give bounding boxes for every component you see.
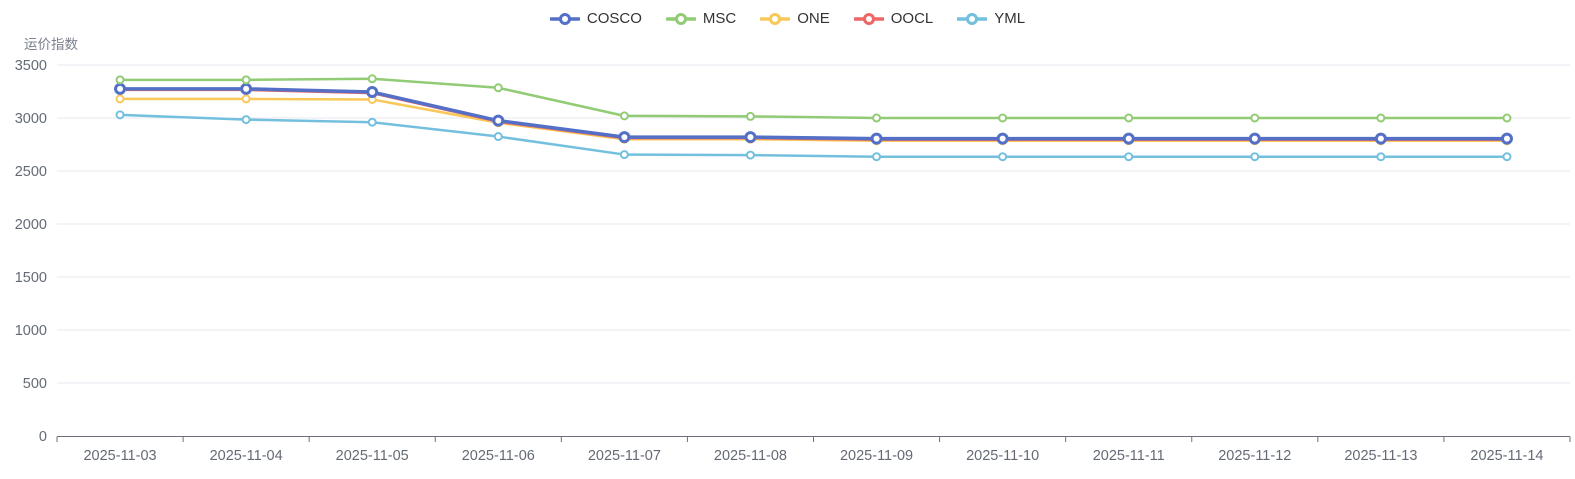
data-point-msc[interactable]: [1250, 113, 1260, 123]
data-point-msc[interactable]: [115, 75, 125, 85]
x-axis-tick-label: 2025-11-11: [1093, 448, 1165, 464]
data-point-yml[interactable]: [367, 117, 377, 127]
series-line-msc: [118, 77, 1509, 120]
y-axis-tick-label: 1500: [15, 270, 47, 286]
data-point-cosco[interactable]: [1248, 132, 1261, 145]
data-point-cosco[interactable]: [114, 82, 127, 95]
data-point-yml[interactable]: [1124, 152, 1134, 162]
legend-label: MSC: [702, 10, 737, 27]
y-axis-tick-label: 0: [39, 429, 47, 445]
series-msc: [115, 74, 1512, 123]
legend-marker-icon: [957, 12, 988, 25]
data-point-yml[interactable]: [1502, 152, 1512, 162]
legend-marker-icon: [549, 12, 580, 25]
legend-label: ONE: [797, 10, 830, 27]
series-line-one: [118, 97, 1509, 143]
data-point-cosco[interactable]: [618, 131, 631, 144]
series-line-yml: [118, 113, 1509, 158]
x-axis-tick-label: 2025-11-06: [462, 448, 535, 464]
data-point-cosco[interactable]: [1500, 132, 1513, 145]
series-cosco: [114, 82, 1513, 145]
data-point-msc[interactable]: [1376, 113, 1386, 123]
x-axis-tick-label: 2025-11-04: [210, 448, 283, 464]
legend-item-cosco[interactable]: COSCO: [543, 10, 649, 27]
legend-marker-icon: [853, 12, 884, 25]
data-point-cosco[interactable]: [996, 132, 1009, 145]
data-point-cosco[interactable]: [492, 114, 505, 127]
legend-label: COSCO: [586, 10, 642, 27]
series-yml: [115, 110, 1512, 162]
x-axis-tick-label: 2025-11-05: [336, 448, 409, 464]
y-axis-tick-label: 3000: [15, 111, 47, 127]
x-axis-tick-label: 2025-11-08: [714, 448, 787, 464]
chart-legend: COSCO MSC ONE OOCL YML: [0, 10, 1575, 27]
legend-item-yml[interactable]: YML: [950, 10, 1032, 27]
y-axis-tick-label: 2000: [15, 217, 47, 233]
x-axis-tick-label: 2025-11-14: [1470, 448, 1543, 464]
data-point-yml[interactable]: [872, 152, 882, 162]
legend-label: YML: [994, 10, 1026, 27]
data-point-one[interactable]: [115, 94, 125, 104]
data-point-msc[interactable]: [493, 83, 503, 93]
y-axis-title: 运价指数: [24, 37, 78, 52]
data-point-msc[interactable]: [367, 74, 377, 84]
x-axis-tick-label: 2025-11-12: [1218, 448, 1291, 464]
data-point-yml[interactable]: [241, 115, 251, 125]
data-point-cosco[interactable]: [240, 82, 253, 95]
y-axis-tick-label: 3500: [15, 58, 47, 74]
data-point-msc[interactable]: [1502, 113, 1512, 123]
data-point-yml[interactable]: [115, 110, 125, 120]
data-point-yml[interactable]: [619, 150, 629, 160]
y-axis-tick-label: 1000: [15, 323, 47, 339]
legend-marker-icon: [665, 12, 696, 25]
x-axis-tick-label: 2025-11-09: [840, 448, 913, 464]
x-axis-tick-label: 2025-11-13: [1344, 448, 1417, 464]
data-point-cosco[interactable]: [744, 131, 757, 144]
data-point-cosco[interactable]: [870, 132, 883, 145]
data-point-msc[interactable]: [745, 111, 755, 121]
data-point-msc[interactable]: [872, 113, 882, 123]
data-point-msc[interactable]: [619, 111, 629, 121]
data-point-msc[interactable]: [998, 113, 1008, 123]
data-point-yml[interactable]: [1250, 152, 1260, 162]
y-axis-tick-label: 500: [23, 376, 47, 392]
data-point-msc[interactable]: [1124, 113, 1134, 123]
data-point-cosco[interactable]: [1122, 132, 1135, 145]
x-axis-tick-label: 2025-11-03: [83, 448, 156, 464]
data-point-msc[interactable]: [241, 75, 251, 85]
data-point-yml[interactable]: [998, 152, 1008, 162]
legend-item-one[interactable]: ONE: [753, 10, 837, 27]
x-axis-tick-label: 2025-11-07: [588, 448, 661, 464]
legend-item-oocl[interactable]: OOCL: [847, 10, 941, 27]
data-point-yml[interactable]: [1376, 152, 1386, 162]
data-point-cosco[interactable]: [1374, 132, 1387, 145]
legend-item-msc[interactable]: MSC: [659, 10, 743, 27]
data-point-yml[interactable]: [745, 150, 755, 160]
series-line-cosco: [118, 87, 1509, 141]
data-point-yml[interactable]: [493, 132, 503, 142]
legend-label: OOCL: [890, 10, 934, 27]
series-oocl: [115, 85, 1512, 145]
series-line-oocl: [118, 88, 1509, 141]
data-point-cosco[interactable]: [366, 86, 379, 99]
y-axis-tick-label: 2500: [15, 164, 47, 180]
data-point-one[interactable]: [241, 94, 251, 104]
legend-marker-icon: [760, 12, 791, 25]
x-axis-tick-label: 2025-11-10: [966, 448, 1039, 464]
